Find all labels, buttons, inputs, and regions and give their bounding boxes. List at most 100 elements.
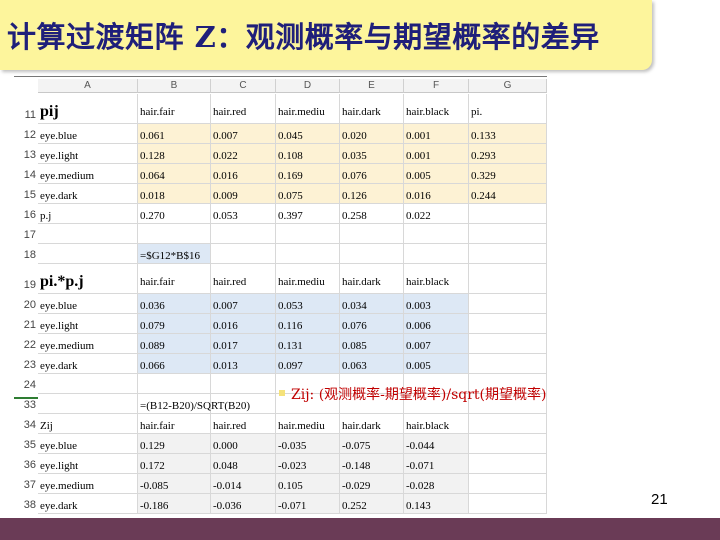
row-header[interactable]: 16 bbox=[23, 209, 36, 221]
cell-c20[interactable]: 0.007 bbox=[211, 294, 276, 314]
cell-d19[interactable]: hair.mediu bbox=[276, 264, 340, 294]
cell-e38[interactable]: 0.252 bbox=[340, 494, 404, 514]
cell-b37[interactable]: -0.085 bbox=[138, 474, 211, 494]
cell-d11[interactable]: hair.mediu bbox=[276, 94, 340, 124]
row-header[interactable]: 20 bbox=[23, 299, 36, 311]
cell-g37[interactable] bbox=[469, 474, 547, 494]
cell-e14[interactable]: 0.076 bbox=[340, 164, 404, 184]
cell-f20[interactable]: 0.003 bbox=[404, 294, 469, 314]
cell-b19[interactable]: hair.fair bbox=[138, 264, 211, 294]
cell-g36[interactable] bbox=[469, 454, 547, 474]
cell-g13[interactable]: 0.293 bbox=[469, 144, 547, 164]
cell-f36[interactable]: -0.071 bbox=[404, 454, 469, 474]
cell-f24[interactable] bbox=[404, 374, 469, 394]
cell-f22[interactable]: 0.007 bbox=[404, 334, 469, 354]
cell-d17[interactable] bbox=[276, 224, 340, 244]
cell-b17[interactable] bbox=[138, 224, 211, 244]
cell-b35[interactable]: 0.129 bbox=[138, 434, 211, 454]
cell-e35[interactable]: -0.075 bbox=[340, 434, 404, 454]
row-header[interactable]: 23 bbox=[23, 359, 36, 371]
cell-a20[interactable]: eye.blue bbox=[38, 294, 138, 314]
cell-a34[interactable]: Zij bbox=[38, 414, 138, 434]
cell-a33[interactable] bbox=[38, 394, 138, 414]
cell-g22[interactable] bbox=[469, 334, 547, 354]
cell-c14[interactable]: 0.016 bbox=[211, 164, 276, 184]
cell-e16[interactable]: 0.258 bbox=[340, 204, 404, 224]
cell-c13[interactable]: 0.022 bbox=[211, 144, 276, 164]
cell-e11[interactable]: hair.dark bbox=[340, 94, 404, 124]
cell-d35[interactable]: -0.035 bbox=[276, 434, 340, 454]
cell-g33[interactable] bbox=[469, 394, 547, 414]
cell-b13[interactable]: 0.128 bbox=[138, 144, 211, 164]
cell-a13[interactable]: eye.light bbox=[38, 144, 138, 164]
cell-c24[interactable] bbox=[211, 374, 276, 394]
cell-f15[interactable]: 0.016 bbox=[404, 184, 469, 204]
cell-d16[interactable]: 0.397 bbox=[276, 204, 340, 224]
cell-c23[interactable]: 0.013 bbox=[211, 354, 276, 374]
cell-a17[interactable] bbox=[38, 224, 138, 244]
column-header-e[interactable]: E bbox=[340, 79, 404, 93]
cell-f34[interactable]: hair.black bbox=[404, 414, 469, 434]
cell-e36[interactable]: -0.148 bbox=[340, 454, 404, 474]
cell-c35[interactable]: 0.000 bbox=[211, 434, 276, 454]
cell-b36[interactable]: 0.172 bbox=[138, 454, 211, 474]
cell-f17[interactable] bbox=[404, 224, 469, 244]
cell-g17[interactable] bbox=[469, 224, 547, 244]
cell-f16[interactable]: 0.022 bbox=[404, 204, 469, 224]
cell-b11[interactable]: hair.fair bbox=[138, 94, 211, 124]
cell-c34[interactable]: hair.red bbox=[211, 414, 276, 434]
column-header-f[interactable]: F bbox=[404, 79, 469, 93]
row-header[interactable]: 19 bbox=[23, 279, 36, 291]
cell-f18[interactable] bbox=[404, 244, 469, 264]
cell-b34[interactable]: hair.fair bbox=[138, 414, 211, 434]
cell-c38[interactable]: -0.036 bbox=[211, 494, 276, 514]
row-header[interactable]: 37 bbox=[23, 479, 36, 491]
cell-c18[interactable] bbox=[211, 244, 276, 264]
cell-f13[interactable]: 0.001 bbox=[404, 144, 469, 164]
cell-d15[interactable]: 0.075 bbox=[276, 184, 340, 204]
cell-d33[interactable] bbox=[276, 394, 340, 414]
cell-d34[interactable]: hair.mediu bbox=[276, 414, 340, 434]
cell-a12[interactable]: eye.blue bbox=[38, 124, 138, 144]
cell-f38[interactable]: 0.143 bbox=[404, 494, 469, 514]
cell-g16[interactable] bbox=[469, 204, 547, 224]
row-header[interactable]: 38 bbox=[23, 499, 36, 511]
cell-c36[interactable]: 0.048 bbox=[211, 454, 276, 474]
cell-c21[interactable]: 0.016 bbox=[211, 314, 276, 334]
cell-g19[interactable] bbox=[469, 264, 547, 294]
column-header-d[interactable]: D bbox=[276, 79, 340, 93]
cell-c37[interactable]: -0.014 bbox=[211, 474, 276, 494]
row-header[interactable]: 24 bbox=[23, 379, 36, 391]
cell-g15[interactable]: 0.244 bbox=[469, 184, 547, 204]
cell-a11[interactable]: pij bbox=[38, 94, 138, 124]
cell-g14[interactable]: 0.329 bbox=[469, 164, 547, 184]
cell-a18[interactable] bbox=[38, 244, 138, 264]
column-header-a[interactable]: A bbox=[38, 79, 138, 93]
cell-a19[interactable]: pi.*p.j bbox=[38, 264, 138, 294]
cell-c16[interactable]: 0.053 bbox=[211, 204, 276, 224]
cell-g11[interactable]: pi. bbox=[469, 94, 547, 124]
cell-a15[interactable]: eye.dark bbox=[38, 184, 138, 204]
cell-c33[interactable] bbox=[211, 394, 276, 414]
cell-c19[interactable]: hair.red bbox=[211, 264, 276, 294]
row-header[interactable]: 14 bbox=[23, 169, 36, 181]
cell-e19[interactable]: hair.dark bbox=[340, 264, 404, 294]
cell-e21[interactable]: 0.076 bbox=[340, 314, 404, 334]
column-header-g[interactable]: G bbox=[469, 79, 547, 93]
cell-e23[interactable]: 0.063 bbox=[340, 354, 404, 374]
cell-e37[interactable]: -0.029 bbox=[340, 474, 404, 494]
cell-b14[interactable]: 0.064 bbox=[138, 164, 211, 184]
cell-d13[interactable]: 0.108 bbox=[276, 144, 340, 164]
cell-g12[interactable]: 0.133 bbox=[469, 124, 547, 144]
cell-a38[interactable]: eye.dark bbox=[38, 494, 138, 514]
cell-f14[interactable]: 0.005 bbox=[404, 164, 469, 184]
cell-f33[interactable] bbox=[404, 394, 469, 414]
cell-e18[interactable] bbox=[340, 244, 404, 264]
cell-d14[interactable]: 0.169 bbox=[276, 164, 340, 184]
cell-f21[interactable]: 0.006 bbox=[404, 314, 469, 334]
cell-c11[interactable]: hair.red bbox=[211, 94, 276, 124]
column-header-b[interactable]: B bbox=[138, 79, 211, 93]
cell-d38[interactable]: -0.071 bbox=[276, 494, 340, 514]
row-header[interactable]: 36 bbox=[23, 459, 36, 471]
cell-e24[interactable] bbox=[340, 374, 404, 394]
